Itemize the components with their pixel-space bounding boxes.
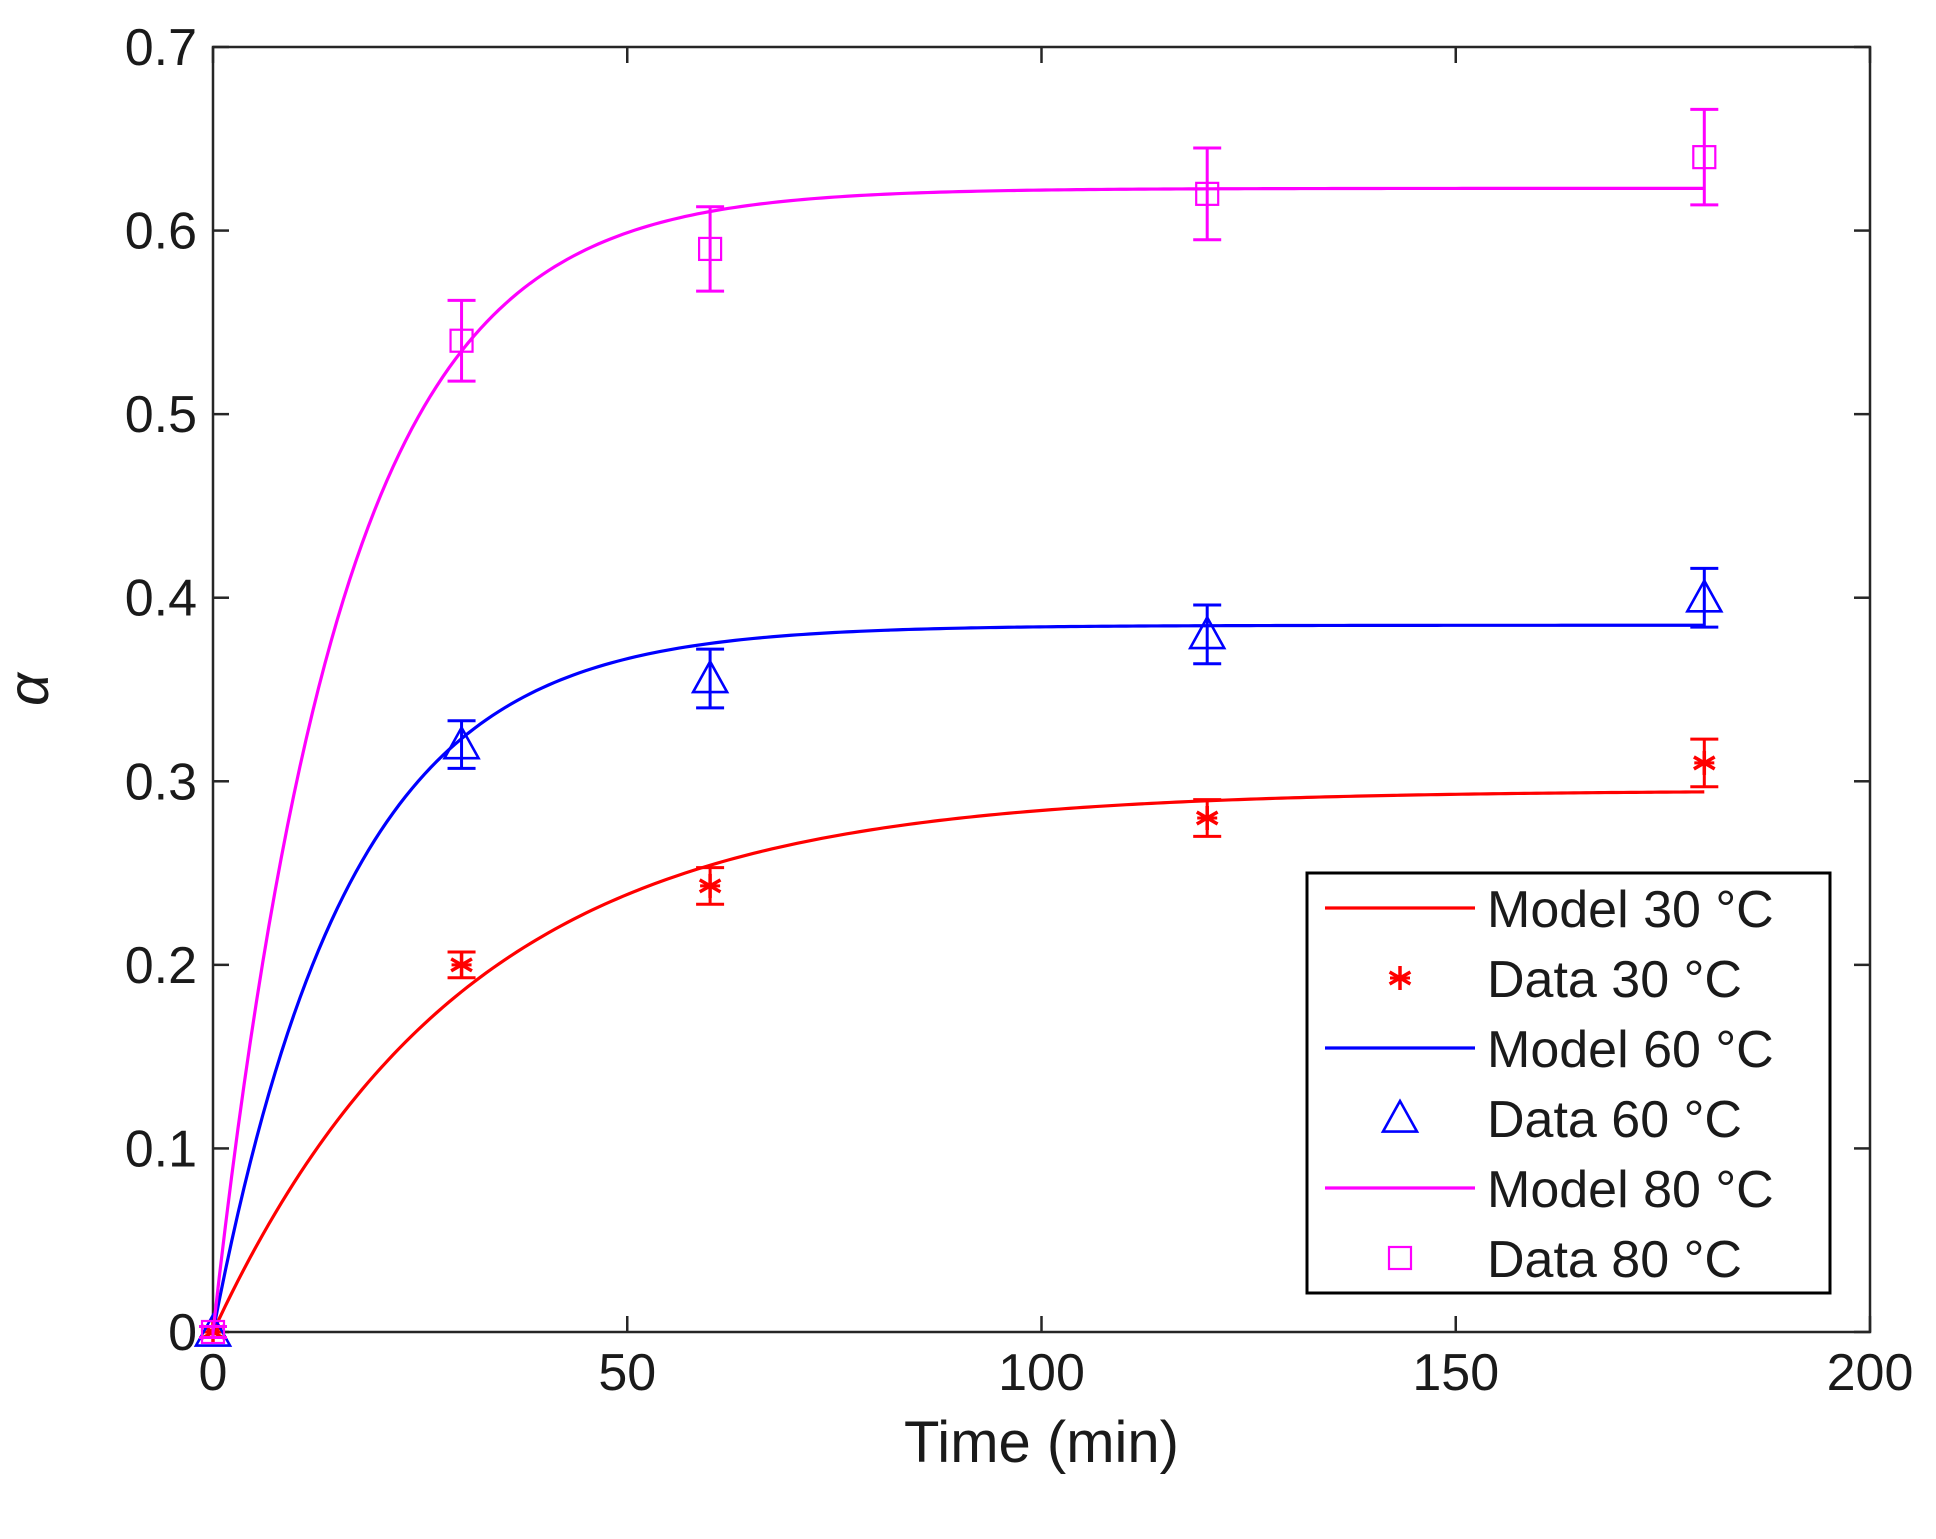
data-point <box>1685 578 1724 613</box>
data-point <box>193 1312 233 1347</box>
marker-square <box>1195 181 1220 206</box>
marker-triangle <box>1685 578 1724 613</box>
x-axis-label: Time (min) <box>904 1410 1179 1475</box>
legend-label: Model 60 °C <box>1487 1021 1774 1079</box>
legend-label: Model 80 °C <box>1487 1161 1774 1219</box>
x-tick-label: 150 <box>1412 1344 1499 1402</box>
legend: Model 30 °C Data 30 °C Model 60 °C Data 60 … <box>1305 871 1832 1295</box>
error-bar <box>447 298 476 383</box>
legend-entry: Data 60 °C <box>1380 1091 1742 1149</box>
legend-label: Model 30 °C <box>1487 881 1774 939</box>
legend-label: Data 30 °C <box>1487 951 1742 1009</box>
marker-square <box>1692 145 1717 170</box>
error-bar <box>696 205 725 293</box>
legend-entry: Data 30 °C <box>1388 951 1742 1009</box>
series-data-80-c <box>199 107 1719 1345</box>
y-tick-label: 0 <box>168 1304 197 1362</box>
y-tick-label: 0.2 <box>125 937 197 995</box>
data-point <box>450 952 473 977</box>
legend-label: Data 60 °C <box>1487 1091 1742 1149</box>
marker-triangle <box>1380 1098 1420 1133</box>
series-model-30-c <box>211 790 1705 1333</box>
marker-triangle <box>690 658 730 694</box>
marker-triangle <box>442 724 481 760</box>
y-axis-label: α <box>0 671 61 706</box>
x-tick-label: 200 <box>1827 1344 1914 1402</box>
x-tick-label: 100 <box>998 1344 1085 1402</box>
marker-triangle <box>193 1312 233 1347</box>
data-point <box>1195 806 1219 830</box>
y-tick-label: 0.1 <box>125 1120 197 1178</box>
marker-square <box>200 1319 226 1345</box>
data-point <box>697 236 723 262</box>
model-line <box>211 790 1705 1333</box>
y-tick-label: 0.7 <box>125 19 197 77</box>
y-tick-label: 0.5 <box>125 386 197 444</box>
legend-entry: Data 80 °C <box>1387 1231 1742 1289</box>
error-bar <box>1193 146 1222 242</box>
legend-box <box>1305 871 1832 1295</box>
legend-marker-swatch <box>1387 1245 1413 1271</box>
marker-triangle <box>1187 614 1227 650</box>
data-point <box>200 1319 226 1345</box>
series-layer <box>193 107 1724 1347</box>
marker-square <box>697 236 723 262</box>
error-bar <box>1690 107 1719 207</box>
data-point <box>442 724 481 760</box>
y-tick-label: 0.4 <box>125 570 197 628</box>
data-point <box>698 873 722 898</box>
axis-ticks: 0 50 100 150 200 0 0.1 0.2 0.3 0.4 0.5 0.6 0.7 <box>125 19 1914 1402</box>
marker-square <box>1387 1245 1413 1271</box>
data-point <box>1693 750 1716 775</box>
legend-entry: Model 30 °C <box>1325 881 1774 939</box>
error-bar <box>199 1324 227 1340</box>
data-point <box>449 328 474 353</box>
x-tick-label: 50 <box>598 1344 656 1402</box>
data-point <box>1692 145 1717 170</box>
legend-marker-swatch <box>1388 966 1412 990</box>
legend-entry: Model 60 °C <box>1325 1021 1774 1079</box>
y-tick-label: 0.3 <box>125 753 197 811</box>
marker-square <box>449 328 474 353</box>
x-tick-label: 0 <box>199 1344 228 1402</box>
data-point <box>1187 614 1227 650</box>
legend-entry: Model 80 °C <box>1325 1161 1774 1219</box>
data-point <box>690 658 730 694</box>
y-tick-label: 0.6 <box>125 203 197 261</box>
data-point <box>1195 181 1220 206</box>
legend-marker-swatch <box>1380 1098 1420 1133</box>
legend-label: Data 80 °C <box>1487 1231 1742 1289</box>
